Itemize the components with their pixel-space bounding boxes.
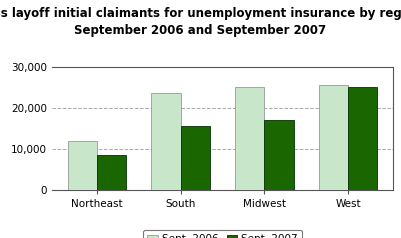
Bar bbox=[68, 141, 97, 190]
Bar bbox=[264, 120, 294, 190]
Text: Mass layoff initial claimants for unemployment insurance by region,
September 20: Mass layoff initial claimants for unempl… bbox=[0, 7, 401, 37]
Legend: Sept. 2006, Sept. 2007: Sept. 2006, Sept. 2007 bbox=[143, 230, 302, 238]
Bar bbox=[97, 155, 126, 190]
Bar bbox=[151, 94, 181, 190]
Bar bbox=[348, 87, 377, 190]
Bar bbox=[235, 87, 264, 190]
Bar bbox=[319, 85, 348, 190]
Bar bbox=[181, 126, 210, 190]
